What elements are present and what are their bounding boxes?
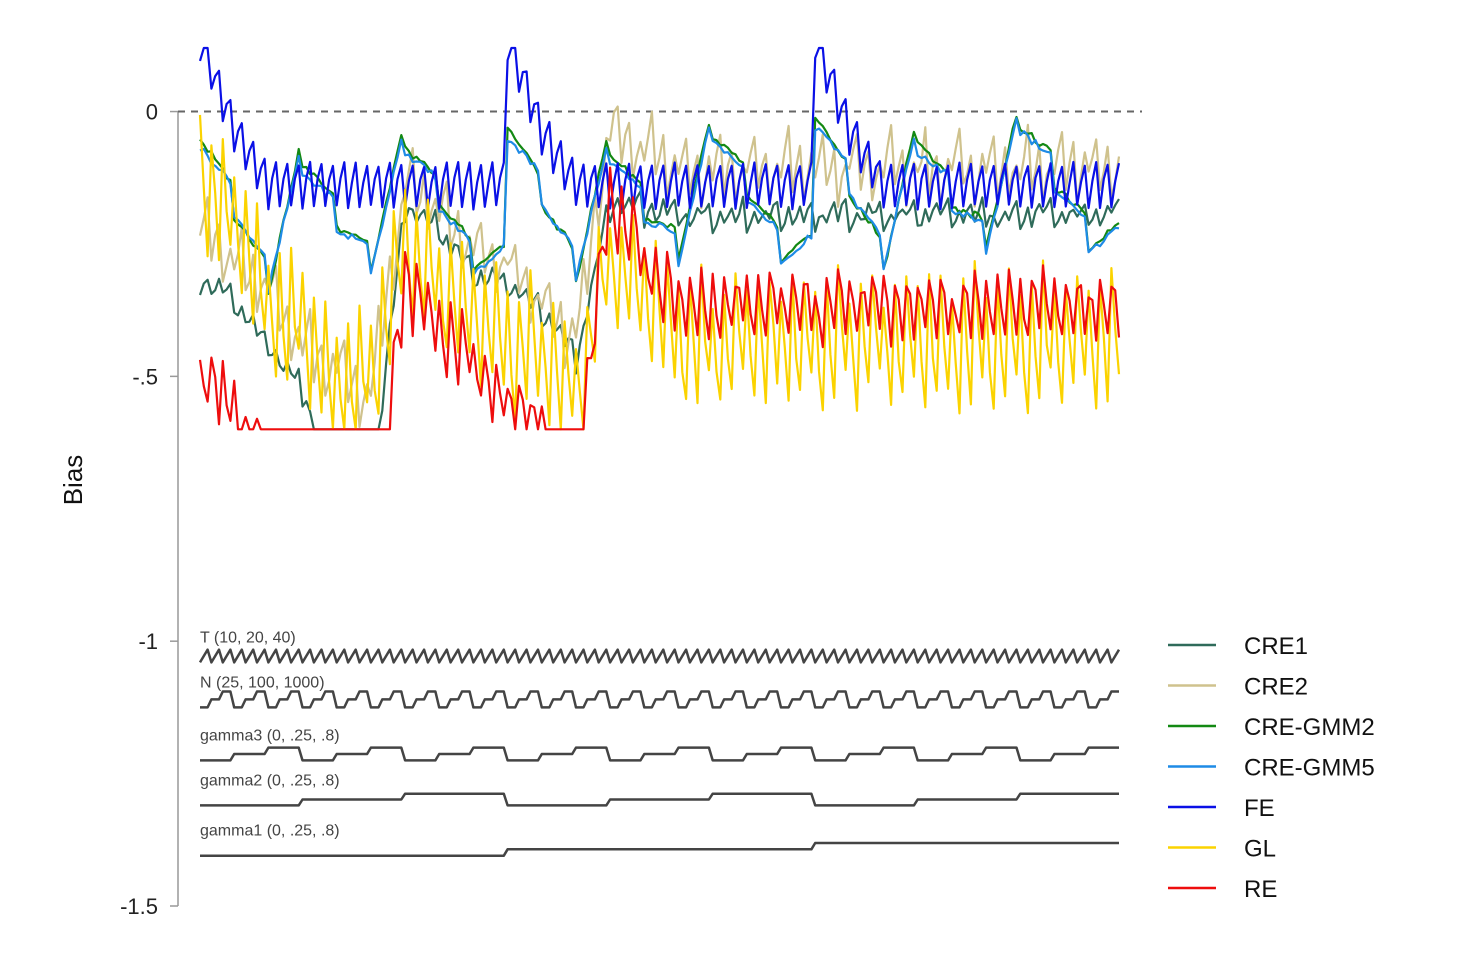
design-row-label: gamma1 (0, .25, .8) xyxy=(200,823,340,840)
legend-label: CRE-GMM2 xyxy=(1244,714,1375,741)
legend-label: CRE1 xyxy=(1244,633,1308,660)
design-row-label: gamma3 (0, .25, .8) xyxy=(200,727,340,744)
design-row-line xyxy=(200,792,1119,807)
design-row-label: T (10, 20, 40) xyxy=(200,629,296,646)
design-row-line xyxy=(198,648,1121,664)
y-tick-label: -.5 xyxy=(132,364,158,389)
y-axis-title: Bias xyxy=(58,455,88,506)
design-row-line xyxy=(200,746,1119,762)
y-tick-label: -1 xyxy=(138,629,158,654)
legend-label: FE xyxy=(1244,795,1275,822)
y-tick-label: 0 xyxy=(146,100,158,125)
series-line-cre-gmm5 xyxy=(199,117,1120,294)
design-row-line xyxy=(200,690,1119,709)
legend-label: GL xyxy=(1244,836,1276,863)
series-line-cre2 xyxy=(198,105,1121,428)
design-row-label: gamma2 (0, .25, .8) xyxy=(200,772,340,789)
legend-label: CRE2 xyxy=(1244,674,1308,701)
design-row-label: N (25, 100, 1000) xyxy=(200,674,325,691)
y-tick-label: -1.5 xyxy=(120,894,158,919)
series-line-fe xyxy=(198,46,1121,211)
series-line-gl xyxy=(198,114,1121,431)
design-row-line xyxy=(200,841,1119,857)
legend-label: CRE-GMM5 xyxy=(1244,755,1375,782)
series-line-re xyxy=(198,166,1121,431)
legend-label: RE xyxy=(1244,876,1277,903)
